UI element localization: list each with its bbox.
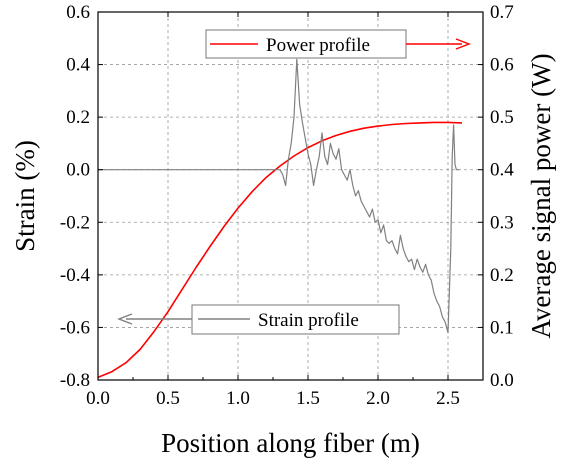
y-right-tick-label: 0.6 bbox=[490, 55, 514, 76]
plot-frame bbox=[97, 11, 484, 381]
x-tick-label: 0.5 bbox=[156, 388, 180, 409]
y-right-tick-label: 0.4 bbox=[490, 160, 514, 181]
tick-labels: 0.0 0.5 1.0 1.5 2.0 2.5 -0.8 -0.6 -0.4 -0.2 0.0 0.2… bbox=[60, 2, 514, 409]
y-left-tick-label: 0.6 bbox=[66, 2, 90, 23]
legend-strain: Strain profile bbox=[117, 304, 400, 335]
x-tick-label: 1.5 bbox=[296, 388, 320, 409]
y-left-tick-label: 0.0 bbox=[66, 160, 90, 181]
ticks bbox=[97, 11, 483, 381]
y-left-tick-label: -0.4 bbox=[60, 265, 91, 286]
legend-power-label: Power profile bbox=[266, 35, 370, 56]
y-left-tick-label: -0.6 bbox=[60, 317, 90, 338]
strain-arrow-head bbox=[117, 313, 133, 325]
x-tick-label: 2.5 bbox=[436, 388, 460, 409]
x-tick-label: 1.0 bbox=[226, 388, 250, 409]
y-left-tick-label: 0.4 bbox=[66, 55, 90, 76]
y-right-axis-title: Average signal power (W) bbox=[526, 53, 556, 338]
series-layer bbox=[97, 58, 463, 379]
x-axis-title: Position along fiber (m) bbox=[161, 428, 420, 458]
y-left-tick-label: -0.8 bbox=[60, 370, 90, 391]
y-right-tick-label: 0.0 bbox=[490, 370, 514, 391]
legend-strain-label: Strain profile bbox=[258, 310, 359, 331]
legend-power-box bbox=[205, 29, 407, 59]
y-left-tick-label: 0.2 bbox=[66, 107, 90, 128]
y-right-tick-label: 0.7 bbox=[490, 2, 514, 23]
y-right-tick-label: 0.2 bbox=[490, 265, 514, 286]
legend-power: Power profile bbox=[205, 29, 471, 59]
y-right-tick-label: 0.3 bbox=[490, 212, 514, 233]
y-left-axis-title: Strain (%) bbox=[10, 140, 40, 252]
power-arrow-head bbox=[455, 38, 471, 50]
x-tick-label: 0.0 bbox=[86, 388, 110, 409]
y-right-tick-label: 0.5 bbox=[490, 107, 514, 128]
y-right-tick-label: 0.1 bbox=[490, 317, 514, 338]
power-profile-line bbox=[97, 121, 463, 379]
x-tick-label: 2.0 bbox=[366, 388, 390, 409]
strain-profile-line bbox=[98, 58, 460, 334]
y-left-tick-label: -0.2 bbox=[60, 212, 90, 233]
